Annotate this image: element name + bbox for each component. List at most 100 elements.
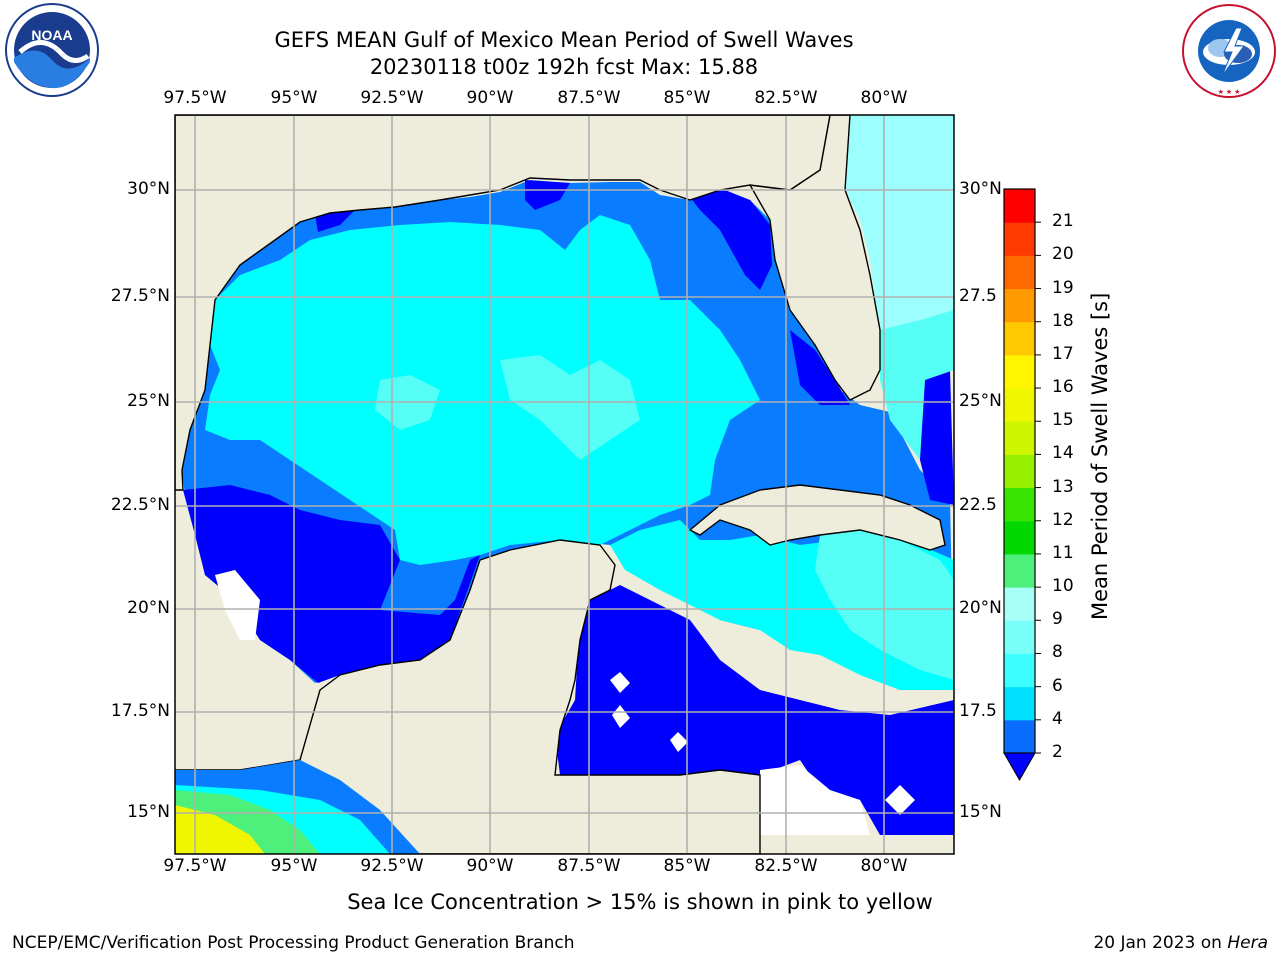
colorbar-tick-label: 19 bbox=[1052, 277, 1074, 298]
noaa-logo: NOAA bbox=[2, 2, 102, 102]
colorbar-tick-label: 12 bbox=[1052, 509, 1074, 530]
lat-label-right: 20°N bbox=[959, 598, 1002, 618]
svg-text:★ ★ ★: ★ ★ ★ bbox=[1218, 88, 1241, 96]
lon-label-top: 95°W bbox=[270, 88, 318, 108]
colorbar-segment bbox=[1004, 487, 1035, 522]
colorbar-tick-label: 20 bbox=[1052, 244, 1074, 265]
colorbar-segment bbox=[1004, 454, 1035, 489]
colorbar-tick-label: 17 bbox=[1052, 343, 1074, 364]
nodata-patch bbox=[670, 732, 688, 752]
lat-label-left: 17.5°N bbox=[110, 701, 170, 721]
lat-label-left: 25°N bbox=[127, 391, 170, 411]
gulf-water-darkest bbox=[525, 180, 570, 210]
gulf-water-darkest bbox=[690, 188, 772, 290]
colorbar-label: Mean Period of Swell Waves [s] bbox=[1088, 292, 1112, 620]
colorbar-segment bbox=[1004, 553, 1035, 588]
map-frame bbox=[174, 114, 955, 855]
map-gridlines bbox=[175, 115, 954, 854]
lat-label-left: 15°N bbox=[127, 802, 170, 822]
colorbar-tick-label: 16 bbox=[1052, 377, 1074, 398]
lon-label-top: 90°W bbox=[466, 88, 514, 108]
gulf-water-darkest bbox=[790, 330, 850, 405]
lon-label-top: 82.5°W bbox=[754, 88, 818, 108]
colorbar-tick-label: 2 bbox=[1052, 742, 1063, 762]
nws-logo: ★ ★ ★ bbox=[1180, 2, 1278, 100]
colorbar-segment bbox=[1004, 222, 1035, 256]
footer-date: 20 Jan 2023 on Hera bbox=[1093, 933, 1268, 953]
colorbar-segment bbox=[1004, 653, 1035, 688]
colorbar-tick-label: 8 bbox=[1052, 642, 1063, 663]
lon-label-bottom: 87.5°W bbox=[557, 856, 621, 876]
lat-label-right: 30°N bbox=[959, 179, 1002, 199]
lat-label-left: 22.5°N bbox=[110, 495, 170, 515]
sea-ice-note: Sea Ice Concentration > 15% is shown in … bbox=[347, 890, 933, 914]
colorbar-tick-label: 4 bbox=[1052, 708, 1063, 729]
colorbar-tick-label: 15 bbox=[1052, 410, 1074, 431]
colorbar bbox=[1003, 188, 1041, 782]
lat-label-left: 30°N bbox=[127, 179, 170, 199]
gulf-water-darkest bbox=[183, 485, 480, 683]
colorbar-segment bbox=[1004, 321, 1035, 356]
colorbar-tick-label: 11 bbox=[1052, 542, 1074, 563]
colorbar-segment bbox=[1004, 520, 1035, 555]
nodata-patch bbox=[885, 785, 915, 815]
colorbar-tick-label: 6 bbox=[1052, 675, 1063, 696]
colorbar-tick-label: 13 bbox=[1052, 476, 1074, 497]
gulf-water-darkest bbox=[920, 370, 954, 505]
lon-label-bottom: 80°W bbox=[860, 856, 908, 876]
lat-label-right: 25°N bbox=[959, 391, 1002, 411]
nodata-patch bbox=[215, 570, 260, 640]
map-title-line2: 20230118 t00z 192h fcst Max: 15.88 bbox=[369, 55, 759, 79]
gulf-water-cyan bbox=[205, 215, 760, 565]
us-coast-land bbox=[175, 115, 831, 491]
footer-date-text: 20 Jan 2023 on bbox=[1093, 933, 1228, 953]
lon-label-top: 97.5°W bbox=[163, 88, 227, 108]
lat-label-right: 22.5 bbox=[959, 495, 997, 515]
colorbar-segment bbox=[1004, 620, 1035, 654]
colorbar-extend-triangle bbox=[1003, 752, 1036, 782]
atlantic-water-cyan bbox=[880, 310, 954, 460]
lat-label-left: 20°N bbox=[127, 598, 170, 618]
colorbar-segment bbox=[1004, 288, 1035, 323]
atlantic-water-light bbox=[840, 115, 954, 330]
lon-label-bottom: 85°W bbox=[663, 856, 711, 876]
lon-label-bottom: 97.5°W bbox=[163, 856, 227, 876]
colorbar-segment bbox=[1004, 686, 1035, 721]
colorbar-segment bbox=[1004, 719, 1035, 754]
lon-label-top: 80°W bbox=[860, 88, 908, 108]
nodata-patch bbox=[610, 672, 630, 693]
nodata-patch bbox=[760, 765, 870, 835]
lon-label-bottom: 95°W bbox=[270, 856, 318, 876]
lon-label-top: 87.5°W bbox=[557, 88, 621, 108]
lon-label-bottom: 92.5°W bbox=[360, 856, 424, 876]
lon-label-top: 92.5°W bbox=[360, 88, 424, 108]
colorbar-segment bbox=[1004, 421, 1035, 455]
map-title-line1: GEFS MEAN Gulf of Mexico Mean Period of … bbox=[274, 28, 854, 52]
gulf-water-lightcyan bbox=[500, 355, 640, 460]
footer-credit: NCEP/EMC/Verification Post Processing Pr… bbox=[12, 933, 575, 953]
cuba-land bbox=[688, 484, 946, 551]
colorbar-tick-label: 14 bbox=[1052, 443, 1074, 464]
colorbar-frame bbox=[1003, 188, 1036, 754]
colorbar-tick-label: 18 bbox=[1052, 310, 1074, 331]
colorbar-segment bbox=[1004, 255, 1035, 290]
lat-label-right: 17.5 bbox=[959, 701, 997, 721]
caribbean-water-darkest bbox=[555, 585, 954, 835]
lat-label-left: 27.5°N bbox=[110, 286, 170, 306]
lon-label-bottom: 90°W bbox=[466, 856, 514, 876]
colorbar-tick-label: 9 bbox=[1052, 609, 1063, 630]
nodata-patch bbox=[612, 705, 630, 728]
colorbar-tick-label: 10 bbox=[1052, 576, 1074, 597]
noaa-logo-text: NOAA bbox=[31, 27, 72, 43]
footer-host: Hera bbox=[1227, 933, 1268, 953]
colorbar-segment bbox=[1004, 189, 1035, 223]
lon-label-top: 85°W bbox=[663, 88, 711, 108]
colorbar-segment bbox=[1004, 354, 1035, 389]
colorbar-tick-label: 21 bbox=[1052, 211, 1074, 232]
lat-label-right: 15°N bbox=[959, 802, 1002, 822]
colorbar-segment bbox=[1004, 388, 1035, 422]
colorbar-segment bbox=[1004, 587, 1035, 621]
gulf-water-darkest bbox=[315, 210, 355, 232]
pacific-water-yellow bbox=[175, 805, 265, 854]
